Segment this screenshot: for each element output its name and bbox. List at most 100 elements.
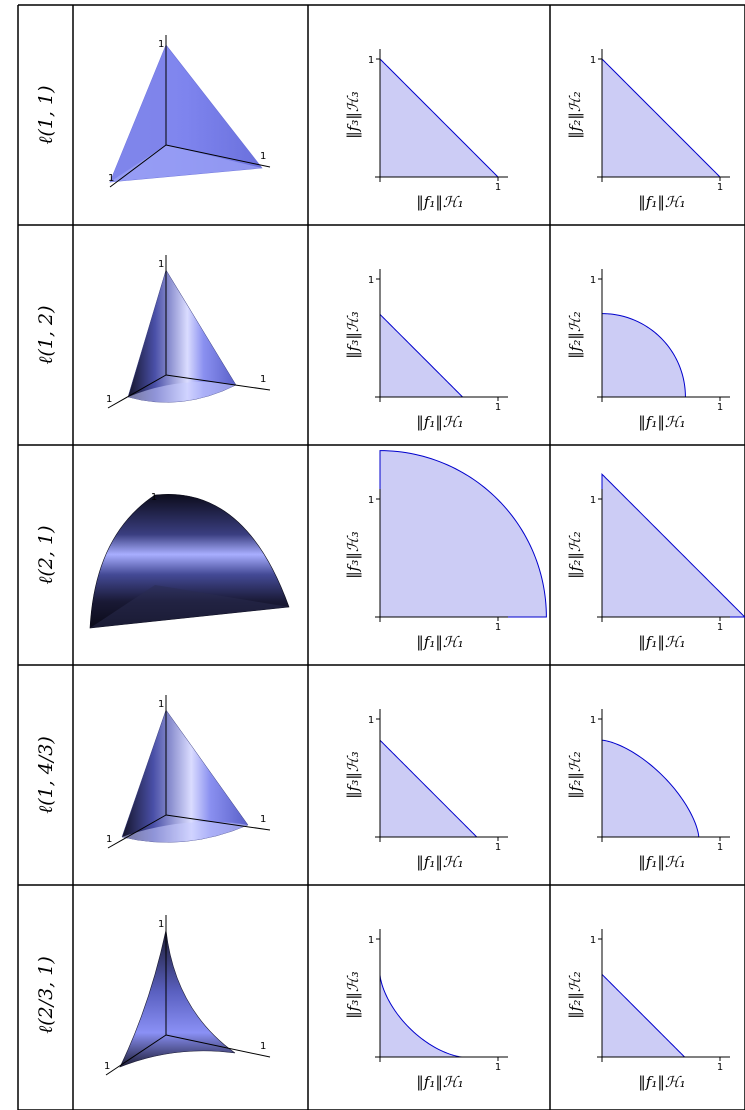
- tick-label: 1: [590, 495, 596, 506]
- x-axis-label: ‖f₁‖ℋ₁: [416, 1073, 463, 1091]
- x-axis-label: ‖f₁‖ℋ₁: [638, 1073, 685, 1091]
- projection-panel: 1 1 ‖f₁‖ℋ₁ ‖f₂‖ℋ₂: [566, 269, 730, 431]
- tick-label: 1: [495, 622, 501, 633]
- surface-cone: [121, 709, 249, 843]
- tick-label: 1: [717, 842, 723, 853]
- tick-label: 1: [158, 39, 164, 50]
- tick-label: 1: [104, 1061, 110, 1072]
- tick-label: 1: [368, 275, 374, 286]
- x-axis-label: ‖f₁‖ℋ₁: [638, 193, 685, 211]
- projection-panel: 1 1 ‖f₁‖ℋ₁ ‖f₃‖ℋ₃: [344, 929, 508, 1091]
- norm-ball-region: [379, 57, 500, 178]
- norm-label: ℓ(1, 2): [35, 306, 57, 365]
- tick-label: 1: [495, 402, 501, 413]
- norm-ball-region: [379, 313, 464, 398]
- tick-label: 1: [106, 394, 112, 405]
- tick-label: 1: [590, 55, 596, 66]
- tick-label: 1: [495, 842, 501, 853]
- axes-2d: [375, 489, 508, 622]
- table-grid-lines: [17, 4, 745, 1110]
- axes-3d: [107, 695, 271, 849]
- tick-label: 1: [495, 182, 501, 193]
- axes-2d: [597, 929, 730, 1062]
- axes-2d: [597, 269, 730, 402]
- projection-panel: 1 1 ‖f₁‖ℋ₁ ‖f₂‖ℋ₂: [566, 709, 730, 871]
- axes-2d: [375, 709, 508, 842]
- tick-label: 1: [260, 814, 266, 825]
- y-axis-label: ‖f₂‖ℋ₂: [566, 91, 584, 138]
- x-axis-label: ‖f₁‖ℋ₁: [416, 193, 463, 211]
- axes-2d: [375, 269, 508, 402]
- surface-3d: 1 1 1: [108, 35, 271, 188]
- norm-ball-region: [601, 973, 686, 1058]
- norm-label: ℓ(2/3, 1): [35, 956, 57, 1033]
- tick-label: 1: [717, 182, 723, 193]
- projection-panel: 1 1 ‖f₁‖ℋ₁ ‖f₃‖ℋ₃: [344, 709, 508, 871]
- tick-label: 1: [717, 402, 723, 413]
- tick-label: 1: [260, 151, 266, 162]
- surface-3d: 1 1 1: [106, 255, 271, 409]
- y-axis-label: ‖f₃‖ℋ₃: [344, 91, 362, 138]
- norm-ball-region: [601, 313, 686, 398]
- tick-label: 1: [590, 935, 596, 946]
- y-axis-label: ‖f₃‖ℋ₃: [344, 531, 362, 578]
- axes-3d: [107, 255, 271, 409]
- norm-ball-region: [379, 450, 547, 618]
- tick-label: 1: [495, 1062, 501, 1073]
- surface-concave: [119, 929, 236, 1068]
- axes-3d: [105, 915, 271, 1076]
- norm-ball-region: [379, 974, 463, 1058]
- tick-label: 1: [151, 492, 157, 503]
- norm-ball-region: [601, 739, 700, 838]
- tick-label: 1: [368, 495, 374, 506]
- tick-label: 1: [158, 259, 164, 270]
- tick-label: 1: [590, 275, 596, 286]
- projection-panel: 1 1 ‖f₁‖ℋ₁ ‖f₃‖ℋ₃: [344, 269, 508, 431]
- x-axis-label: ‖f₁‖ℋ₁: [638, 413, 685, 431]
- projection-panel: 1 1 ‖f₁‖ℋ₁ ‖f₂‖ℋ₂: [566, 49, 730, 211]
- norm-ball-region: [601, 57, 722, 178]
- tick-label: 1: [368, 935, 374, 946]
- projection-panel: 1 1 ‖f₁‖ℋ₁ ‖f₃‖ℋ₃: [344, 49, 508, 211]
- table-row: ℓ(1, 1) 1 1 1 1 1 ‖f₁‖ℋ₁ ‖f₃‖ℋ₃ 1 1 ‖f₁‖ℋ₁ ‖f₂‖ℋ₂: [35, 35, 730, 211]
- x-axis-label: ‖f₁‖ℋ₁: [638, 853, 685, 871]
- y-axis-label: ‖f₂‖ℋ₂: [566, 531, 584, 578]
- tick-label: 1: [590, 715, 596, 726]
- tick-label: 1: [368, 55, 374, 66]
- tick-label: 1: [158, 699, 164, 710]
- tick-label: 1: [158, 919, 164, 930]
- tick-label: 1: [106, 834, 112, 845]
- axes-3d: [109, 35, 271, 188]
- y-axis-label: ‖f₂‖ℋ₂: [566, 751, 584, 798]
- y-axis-label: ‖f₃‖ℋ₃: [344, 971, 362, 1018]
- x-axis-label: ‖f₁‖ℋ₁: [416, 413, 463, 431]
- surface-3d: 1 1 1: [104, 915, 271, 1076]
- projection-panel: 1 1 ‖f₁‖ℋ₁ ‖f₂‖ℋ₂: [566, 929, 730, 1091]
- norm-label: ℓ(2, 1): [35, 526, 57, 585]
- axes-2d: [597, 709, 730, 842]
- tick-label: 1: [260, 1041, 266, 1052]
- figure-rows: ℓ(1, 1)11111‖f₁‖ℋ₁‖f₃‖ℋ₃11‖f₁‖ℋ₁‖f₂‖ℋ₂ℓ(…: [35, 35, 745, 1091]
- table-row: ℓ(2, 1) 1 1 1 ‖f₁‖ℋ₁ ‖f₃‖ℋ₃ 1 1 ‖f₁‖ℋ₁ ‖f₂‖ℋ₂: [35, 450, 745, 651]
- table-row: ℓ(1, 4/3) 1 1 1 1 1 ‖f₁‖ℋ₁ ‖f₃‖ℋ₃ 1 1 ‖f₁‖ℋ₁ ‖f₂‖ℋ₂: [35, 695, 730, 871]
- norm-label: ℓ(1, 1): [35, 86, 57, 145]
- norm-label: ℓ(1, 4/3): [35, 736, 57, 813]
- axes-2d: [375, 929, 508, 1062]
- x-axis-label: ‖f₁‖ℋ₁: [416, 853, 463, 871]
- tick-label: 1: [368, 715, 374, 726]
- projection-panel: 1 1 ‖f₁‖ℋ₁ ‖f₃‖ℋ₃: [344, 450, 547, 651]
- tick-label: 1: [717, 622, 723, 633]
- tick-label: 1: [717, 1062, 723, 1073]
- x-axis-label: ‖f₁‖ℋ₁: [416, 633, 463, 651]
- surface-3d: 1: [89, 492, 290, 629]
- tick-label: 1: [260, 374, 266, 385]
- table-row: ℓ(1, 2) 1 1 1 1 1 ‖f₁‖ℋ₁ ‖f₃‖ℋ₃ 1 1 ‖f₁‖ℋ₁ ‖f₂‖ℋ₂: [35, 255, 730, 431]
- projection-panel: 1 1 ‖f₁‖ℋ₁ ‖f₂‖ℋ₂: [566, 473, 745, 651]
- tick-label: 1: [108, 173, 114, 184]
- y-axis-label: ‖f₃‖ℋ₃: [344, 751, 362, 798]
- table-row: ℓ(2/3, 1) 1 1 1 1 1 ‖f₁‖ℋ₁ ‖f₃‖ℋ₃ 1 1 ‖f₁‖ℋ₁ ‖f₂‖ℋ₂: [35, 915, 730, 1091]
- y-axis-label: ‖f₂‖ℋ₂: [566, 311, 584, 358]
- surface-3d: 1 1 1: [106, 695, 271, 849]
- y-axis-label: ‖f₂‖ℋ₂: [566, 971, 584, 1018]
